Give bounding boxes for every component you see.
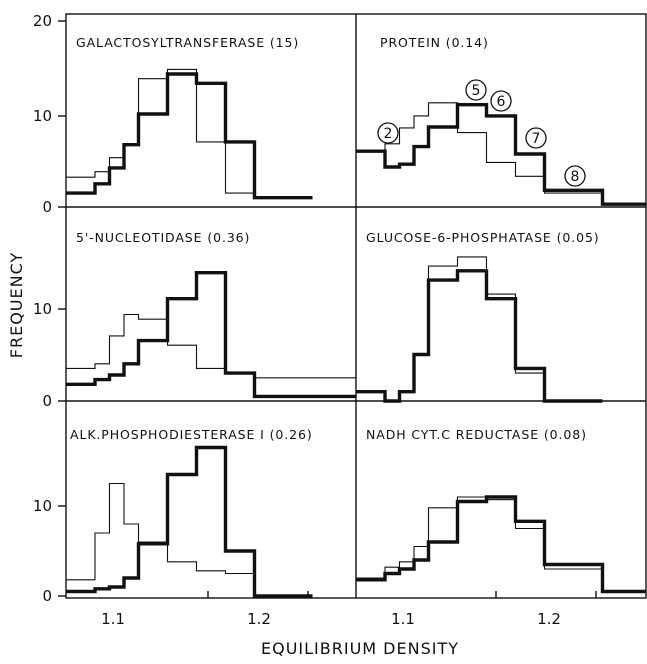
- svg-text:5: 5: [472, 83, 481, 99]
- panel-title: GALACTOSYLTRANSFERASE (15): [76, 35, 299, 50]
- y-tick-labels: 20 10 0 10 0 10 0: [33, 12, 52, 605]
- panel-title: ALK.PHOSPHODIESTERASE I (0.26): [70, 427, 313, 442]
- panel-title: 5'-NUCLEOTIDASE (0.36): [76, 230, 250, 245]
- histogram-thin-line-4: [66, 482, 313, 597]
- histogram-thick-line-4: [66, 445, 313, 598]
- histogram-thick-line-0: [66, 72, 313, 200]
- x-axis-title: EQUILIBRIUM DENSITY: [261, 639, 459, 658]
- histogram-thick-line-3: [356, 269, 603, 403]
- histogram-thick-line-1: [356, 103, 646, 206]
- y-axis-title: FREQUENCY: [7, 252, 26, 358]
- histogram-thin-line-1: [356, 102, 646, 205]
- histogram-thin-line-0: [66, 68, 313, 199]
- svg-text:6: 6: [497, 94, 506, 110]
- y-tick-label: 0: [42, 587, 52, 605]
- fraction-marker: 7: [525, 127, 547, 149]
- y-tick-label: 20: [33, 12, 52, 30]
- histogram-thin-line-3: [356, 256, 603, 402]
- x-tick-label: 1.2: [247, 610, 271, 628]
- x-tick-label: 1.1: [391, 610, 415, 628]
- y-tick-label: 10: [33, 497, 52, 515]
- fraction-marker: 5: [465, 79, 487, 101]
- svg-text:2: 2: [384, 126, 393, 142]
- histogram-thin-line-5: [356, 496, 646, 593]
- svg-text:8: 8: [571, 169, 580, 185]
- panel-title: GLUCOSE-6-PHOSPHATASE (0.05): [366, 230, 600, 245]
- fraction-marker: 2: [377, 122, 399, 144]
- panel-title: NADH CYT.C REDUCTASE (0.08): [366, 427, 587, 442]
- fraction-marker: 8: [564, 165, 586, 187]
- x-tick-label: 1.2: [537, 610, 561, 628]
- y-tick-marks: [58, 20, 66, 597]
- y-tick-label: 10: [33, 107, 52, 125]
- y-tick-label: 0: [42, 198, 52, 216]
- panel-title: PROTEIN (0.14): [380, 35, 489, 50]
- y-tick-label: 0: [42, 392, 52, 410]
- histogram-thin-line-2: [66, 313, 356, 379]
- x-tick-label: 1.1: [101, 610, 125, 628]
- svg-text:7: 7: [532, 131, 541, 147]
- histogram-series-layer: [66, 68, 646, 598]
- fraction-marker: 6: [490, 90, 512, 112]
- y-tick-label: 10: [33, 300, 52, 318]
